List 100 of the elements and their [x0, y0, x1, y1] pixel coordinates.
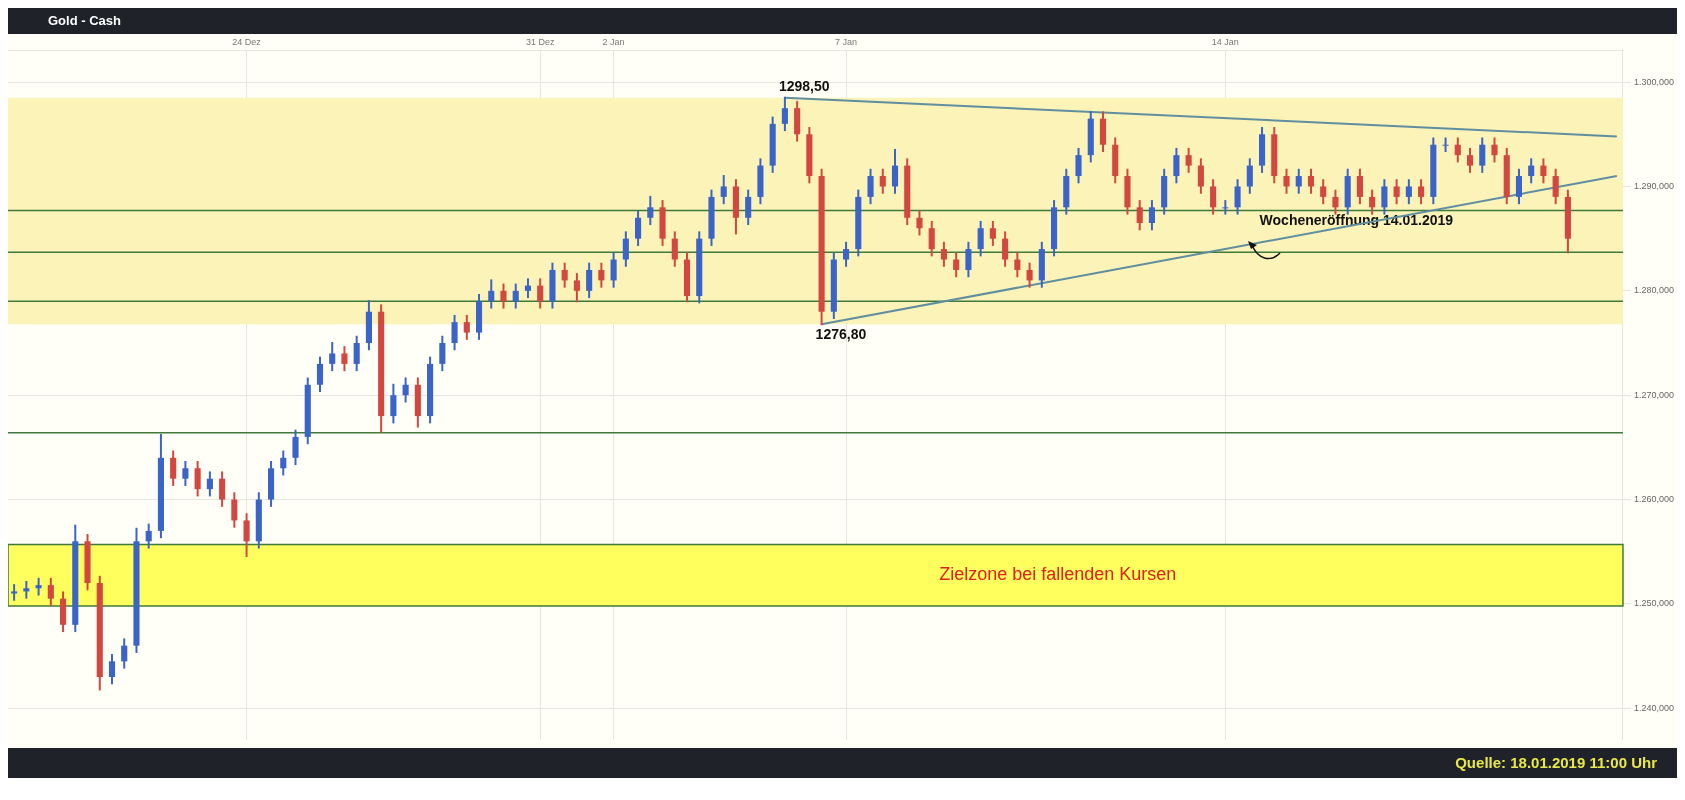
- candlestick: [1552, 168, 1559, 205]
- candlestick: [1418, 179, 1425, 205]
- y-tick-label: 1.300,000: [1633, 76, 1675, 87]
- candlestick: [47, 577, 54, 606]
- candlestick: [145, 523, 152, 549]
- candlestick: [451, 314, 458, 351]
- y-tick-label: 1.290,000: [1633, 180, 1675, 191]
- candlestick: [1466, 147, 1474, 173]
- candlestick: [965, 241, 972, 278]
- candlestick: [1393, 179, 1400, 205]
- x-tick-label: 14 Jan: [1211, 36, 1239, 47]
- candlestick: [243, 513, 250, 557]
- candlestick: [219, 471, 226, 507]
- candlestick: [867, 168, 874, 205]
- candlestick: [891, 148, 899, 194]
- candlestick: [989, 220, 996, 246]
- y-tick-label: 1.270,000: [1633, 389, 1675, 400]
- x-tick-label: 31 Dez: [525, 36, 555, 47]
- candlestick: [879, 168, 886, 194]
- candlestick: [622, 231, 629, 267]
- candlestick: [108, 654, 116, 685]
- candlestick: [121, 638, 128, 669]
- candlestick: [1210, 179, 1217, 215]
- candlestick: [671, 231, 678, 267]
- chart-title: Gold - Cash: [47, 12, 122, 30]
- candlestick: [745, 189, 752, 226]
- candlestick: [1002, 231, 1009, 267]
- x-tick-label: 7 Jan: [835, 36, 858, 47]
- candlestick: [292, 429, 299, 466]
- candlestick: [598, 262, 605, 288]
- candlestick: [182, 460, 189, 486]
- candlestick: [1246, 158, 1253, 194]
- candlestick: [1405, 179, 1412, 205]
- candlestick: [463, 314, 470, 340]
- x-tick-label: 2 Jan: [602, 36, 625, 47]
- candlestick: [1148, 200, 1155, 231]
- candlestick: [512, 283, 519, 309]
- candlestick: [194, 460, 201, 497]
- candlestick: [1332, 189, 1339, 215]
- candlestick: [1381, 179, 1388, 215]
- y-tick-label: 1.250,000: [1633, 598, 1675, 609]
- ref-line-label: Wocheneröffnung 14.01.2019: [1259, 212, 1454, 229]
- candlestick: [928, 220, 935, 257]
- candlestick: [390, 383, 397, 424]
- candlestick: [1356, 168, 1363, 205]
- candlestick: [1173, 147, 1180, 184]
- candlestick: [341, 346, 348, 372]
- candlestick: [977, 220, 984, 257]
- candlestick: [781, 96, 788, 132]
- candlestick: [353, 335, 360, 372]
- candlestick: [1185, 147, 1192, 173]
- candlestick: [953, 252, 960, 278]
- candlestick: [1197, 158, 1204, 194]
- candlestick: [1528, 158, 1535, 184]
- candlestick: [206, 471, 213, 497]
- y-tick-label: 1.240,000: [1633, 702, 1675, 713]
- candlestick: [11, 584, 18, 601]
- candlestick: [1442, 137, 1449, 152]
- annotation: 1276,80: [815, 326, 867, 343]
- candlestick: [1295, 168, 1302, 194]
- candlestick: [561, 262, 568, 288]
- candlestick: [610, 252, 617, 288]
- candlestick: [1540, 158, 1547, 184]
- candlestick: [1283, 168, 1290, 194]
- candlestick: [647, 195, 654, 226]
- candlestick: [439, 335, 446, 372]
- candlestick: [1014, 252, 1021, 278]
- source-note: Quelle: 18.01.2019 11:00 Uhr: [1455, 754, 1657, 771]
- candlestick: [280, 450, 287, 476]
- candlestick: [1491, 137, 1498, 163]
- candlestick: [916, 210, 923, 236]
- candlestick: [573, 273, 580, 303]
- candlestick: [1479, 137, 1486, 173]
- candlestick: [537, 278, 544, 309]
- candlestick: [316, 356, 324, 393]
- candlestick: [1307, 168, 1315, 194]
- candlestick: [402, 377, 409, 403]
- candlestick: [1320, 179, 1327, 205]
- candlestick: [23, 581, 30, 599]
- candlestick: [1454, 137, 1461, 163]
- band-label: Zielzone bei fallenden Kursen: [939, 564, 1177, 585]
- candlestick: [586, 262, 593, 299]
- candlestick: [488, 279, 495, 309]
- candlestick: [329, 342, 336, 372]
- candlestick: [500, 283, 507, 309]
- candlestick: [940, 241, 947, 267]
- candlestick: [1136, 200, 1143, 231]
- candlestick: [720, 175, 727, 205]
- x-tick-label: 24 Dez: [232, 36, 262, 47]
- candlestick: [170, 450, 177, 486]
- candlestick: [1369, 189, 1376, 215]
- candlestick: [1234, 179, 1241, 215]
- candlestick: [35, 577, 42, 596]
- candlestick: [231, 492, 238, 528]
- annotation: 1298,50: [778, 77, 830, 94]
- candlestick: [1026, 262, 1033, 288]
- candlestick: [1075, 147, 1082, 184]
- candlestick: [843, 241, 850, 267]
- candlestick: [1515, 168, 1523, 205]
- candlestick: [1222, 200, 1229, 215]
